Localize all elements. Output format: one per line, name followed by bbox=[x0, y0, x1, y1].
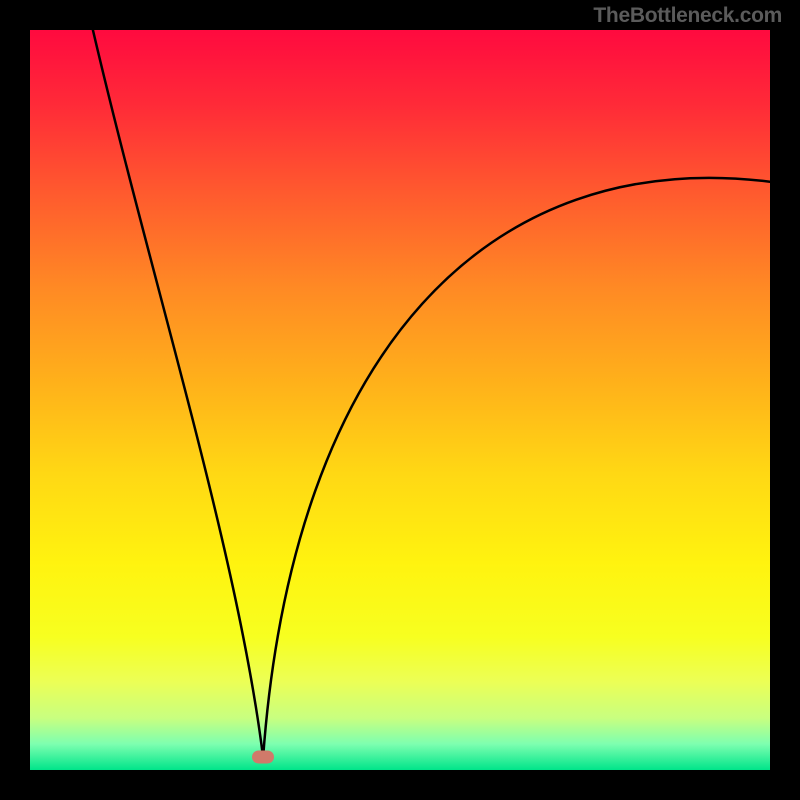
min-marker bbox=[252, 751, 274, 764]
gradient-background bbox=[30, 30, 770, 770]
plot-svg bbox=[30, 30, 770, 770]
watermark-text: TheBottleneck.com bbox=[593, 4, 782, 28]
chart-frame: TheBottleneck.com bbox=[0, 0, 800, 800]
plot-area bbox=[30, 30, 770, 770]
